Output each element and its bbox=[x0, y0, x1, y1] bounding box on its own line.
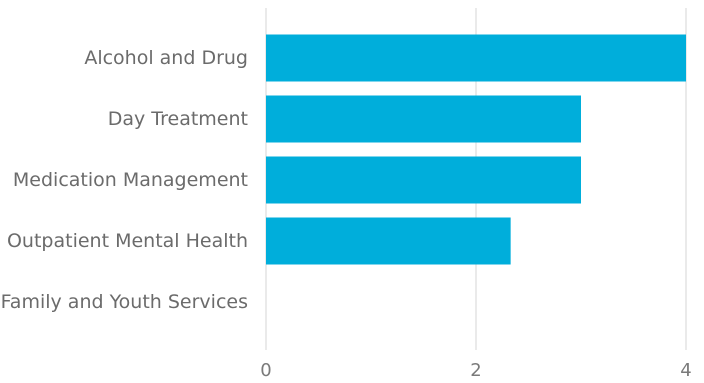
x-axis-tick-labels: 0 2 4 bbox=[260, 360, 691, 381]
bar bbox=[266, 34, 686, 82]
category-label: Day Treatment bbox=[108, 108, 248, 130]
category-label: Family and Youth Services bbox=[1, 291, 248, 313]
bars bbox=[266, 34, 686, 265]
category-labels: Alcohol and Drug Day Treatment Medication … bbox=[1, 47, 248, 313]
bar bbox=[266, 156, 581, 204]
bar bbox=[266, 95, 581, 143]
bar bbox=[266, 217, 511, 265]
x-tick-label: 0 bbox=[260, 360, 271, 381]
category-label: Outpatient Mental Health bbox=[7, 230, 248, 252]
x-tick-label: 2 bbox=[470, 360, 481, 381]
x-tick-label: 4 bbox=[680, 360, 691, 381]
category-label: Medication Management bbox=[13, 169, 248, 191]
category-label: Alcohol and Drug bbox=[84, 47, 248, 69]
